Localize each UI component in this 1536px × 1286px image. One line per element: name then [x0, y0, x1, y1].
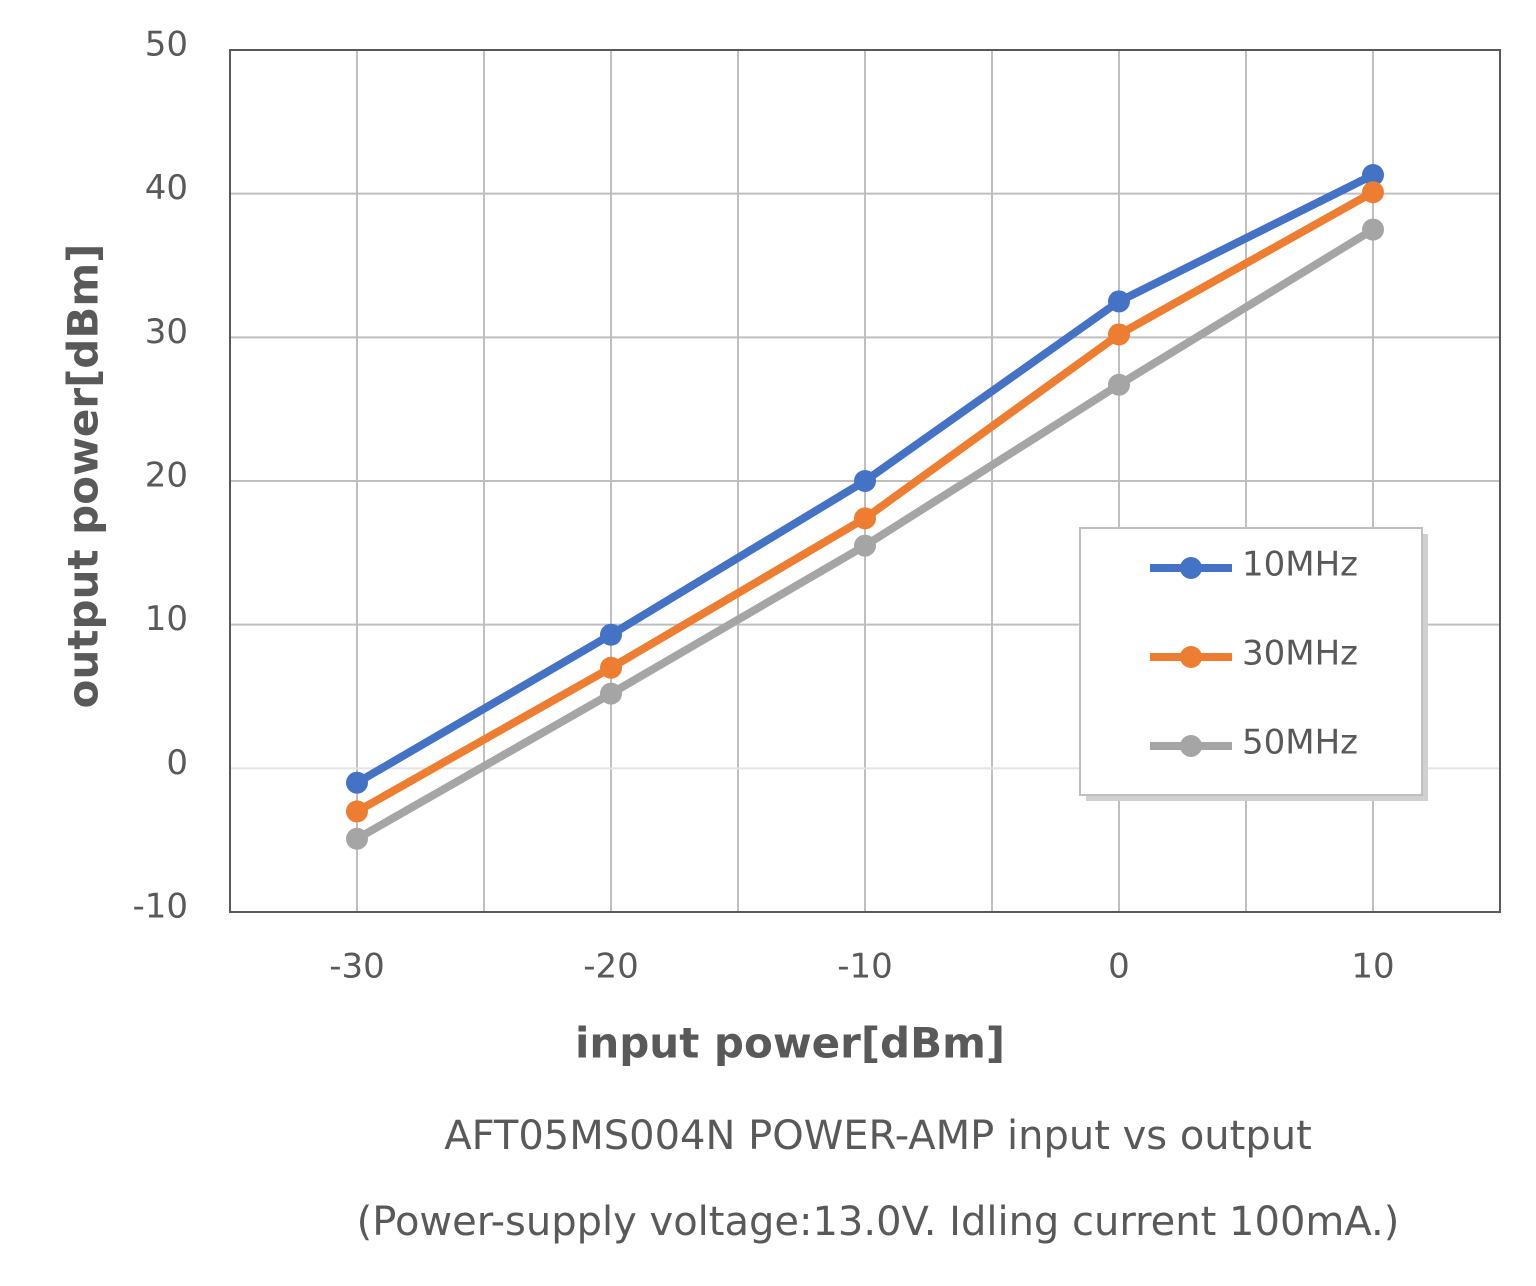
data-point	[600, 682, 622, 705]
plot-border	[229, 49, 1501, 913]
data-point	[346, 771, 368, 794]
y-tick-label: 0	[166, 743, 188, 783]
data-point	[1108, 323, 1130, 346]
data-point	[346, 827, 368, 850]
legend-label: 10MHz	[1242, 545, 1358, 585]
x-tick-label: -30	[329, 947, 385, 987]
x-tick-label: 10	[1351, 947, 1394, 987]
legend-label: 50MHz	[1242, 723, 1358, 763]
y-tick-label: 40	[145, 168, 188, 208]
legend-marker	[1180, 557, 1202, 579]
x-tick-label: -20	[583, 947, 639, 987]
y-tick-label: -10	[132, 887, 188, 927]
legend-marker	[1180, 646, 1202, 668]
y-tick-label: 20	[145, 456, 188, 496]
chart-subtitle: (Power-supply voltage:13.0V. Idling curr…	[357, 1199, 1400, 1245]
chart-title: AFT05MS004N POWER-AMP input vs output	[444, 1113, 1312, 1159]
data-point	[1362, 181, 1384, 204]
x-tick-label: -10	[837, 947, 893, 987]
data-point	[1108, 290, 1130, 313]
y-tick-label: 50	[145, 25, 188, 65]
y-axis-label: output power[dBm]	[59, 244, 108, 709]
data-point	[1362, 218, 1384, 241]
data-point	[854, 470, 876, 492]
data-point	[600, 656, 622, 679]
y-tick-label: 10	[145, 599, 188, 639]
legend	[1079, 527, 1423, 796]
x-tick-label: 0	[1108, 947, 1130, 987]
legend-marker	[1180, 735, 1202, 757]
y-tick-label: 30	[145, 312, 188, 352]
data-point	[1362, 163, 1384, 186]
data-point	[854, 507, 876, 530]
data-point	[600, 623, 622, 646]
data-point	[854, 534, 876, 557]
data-point	[346, 800, 368, 823]
x-axis-label: input power[dBm]	[575, 1019, 1005, 1068]
data-point	[1108, 373, 1130, 396]
legend-label: 30MHz	[1242, 634, 1358, 674]
